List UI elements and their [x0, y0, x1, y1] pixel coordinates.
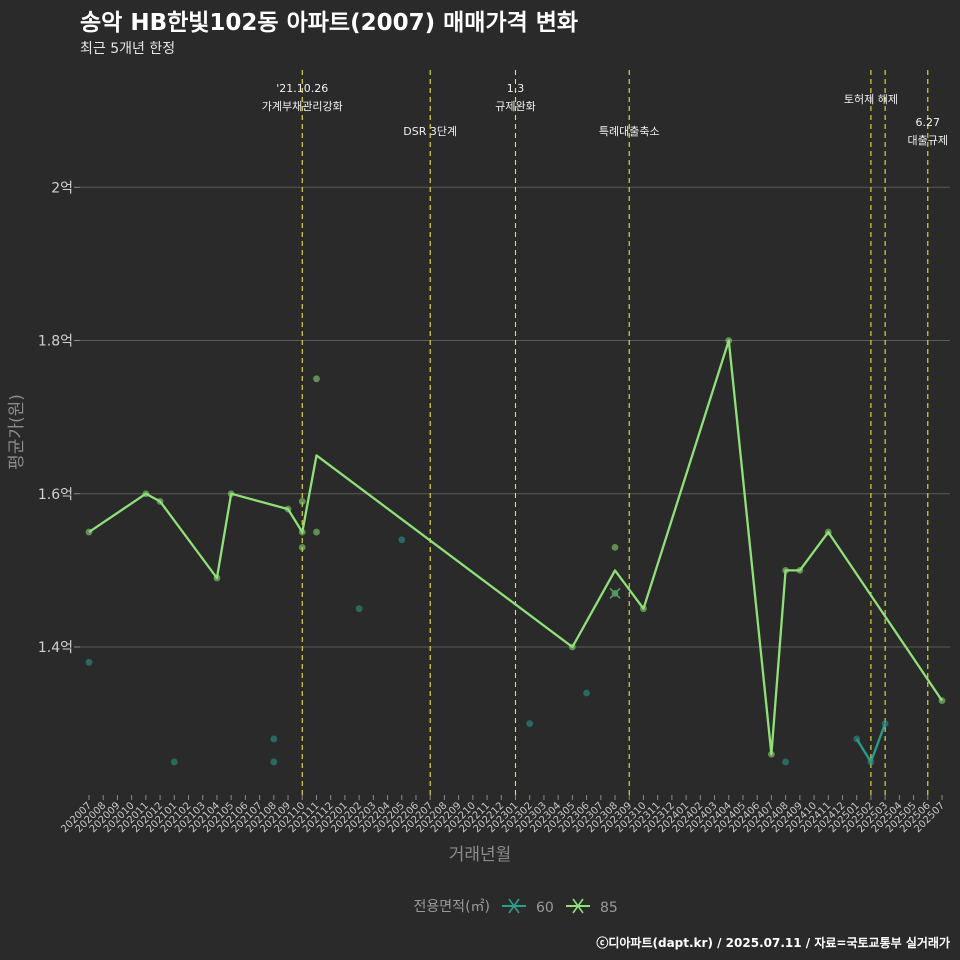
data-point — [170, 758, 178, 766]
data-point — [298, 498, 306, 505]
series-line — [88, 339, 943, 756]
y-tick-label: 1.6억 — [38, 487, 73, 503]
y-tick-label: 1.4억 — [38, 640, 73, 656]
data-point — [355, 605, 363, 613]
data-point — [526, 720, 534, 728]
legend-swatch-cross — [508, 898, 520, 914]
caption: ⓒ디아파트(dapt.kr) / 2025.07.11 / 자료=국토교통부 실… — [596, 935, 950, 950]
series-85 — [85, 337, 946, 758]
series-60 — [85, 536, 889, 766]
event-label: 대출규제 — [908, 134, 948, 147]
data-point — [782, 758, 790, 766]
event-label: 특례대출축소 — [599, 125, 660, 138]
data-point — [583, 689, 590, 697]
y-tick-label: 2억 — [51, 180, 73, 196]
x-axis: 2020072020082020092020102020112020122021… — [59, 795, 947, 835]
event-label: 토허제 해제 — [844, 92, 898, 106]
event-label: 규제완화 — [495, 100, 535, 113]
legend-label: 60 — [536, 900, 554, 916]
y-tick-label: 1.8억 — [38, 334, 73, 350]
legend: 전용면적(㎡) 60 85 — [414, 898, 618, 916]
chart-title: 송악 HB한빛102동 아파트(2007) 매매가격 변화 — [80, 10, 578, 36]
event-label: 6.27 — [916, 116, 941, 129]
data-point — [270, 758, 278, 766]
series-layer — [85, 337, 946, 766]
y-axis-title: 평균가(원) — [7, 394, 27, 470]
legend-label: 85 — [600, 900, 618, 916]
event-label: DSR 3단계 — [403, 125, 457, 138]
chart-header: 송악 HB한빛102동 아파트(2007) 매매가격 변화 최근 5개년 한정 — [80, 10, 578, 57]
cross-marker — [609, 587, 621, 599]
legend-swatch-cross — [572, 898, 584, 914]
data-point — [298, 543, 306, 551]
event-label: 가계부채관리강화 — [262, 100, 343, 113]
data-point — [398, 536, 406, 544]
legend-title: 전용면적(㎡) — [414, 899, 490, 915]
data-point — [85, 658, 93, 666]
chart-subtitle: 최근 5개년 한정 — [80, 41, 175, 57]
x-axis-title: 거래년월 — [449, 845, 512, 865]
series-line — [855, 723, 887, 764]
data-point — [313, 375, 320, 383]
data-point — [270, 735, 278, 743]
data-point — [611, 543, 619, 551]
y-axis: 1.4억 1.6억 1.8억 2억 — [38, 180, 80, 656]
event-label: '21.10.26 — [276, 82, 328, 95]
data-point — [313, 528, 320, 536]
event-label: 1.3 — [507, 82, 525, 95]
